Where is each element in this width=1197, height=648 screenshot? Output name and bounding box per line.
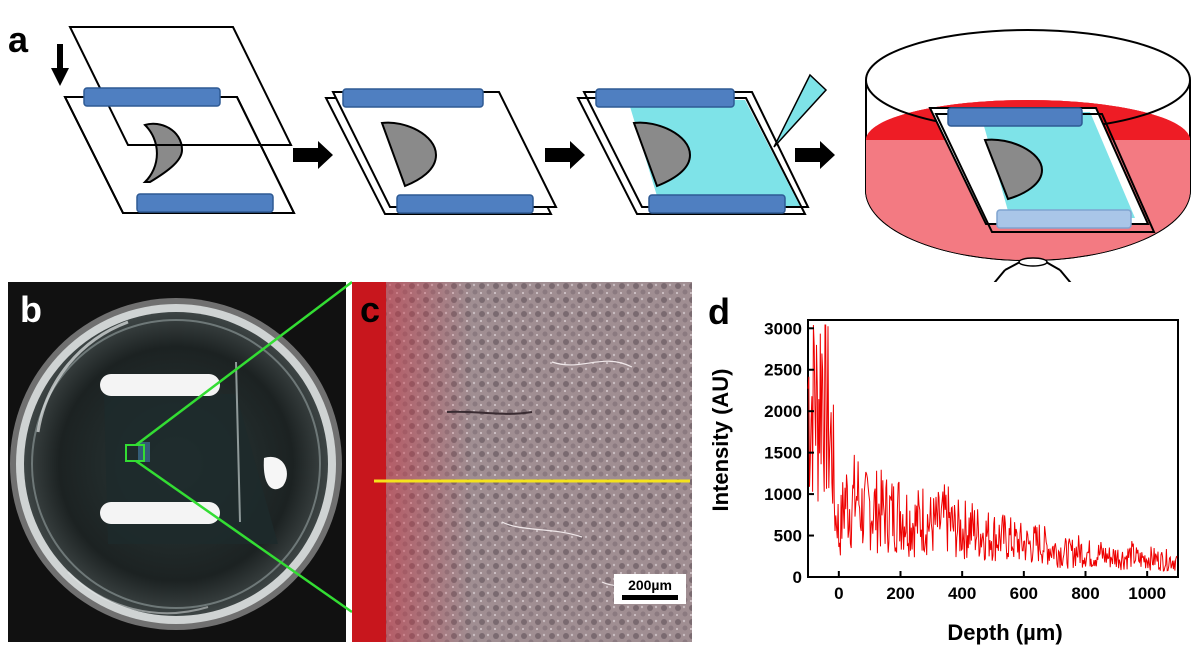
plot-frame	[807, 319, 1179, 578]
y-tick-label: 1500	[764, 444, 802, 463]
schematic-diagram	[51, 26, 1191, 282]
step-3-gel-filling	[576, 73, 828, 215]
scale-bar-label: 200µm	[628, 577, 672, 593]
x-axis-label: Depth (µm)	[947, 620, 1062, 645]
intensity-depth-chart: 0 500 1000 1500 2000 2500 3000 0 200 400 600 800 10…	[708, 319, 1179, 645]
step-2-sandwiched-slides	[324, 88, 558, 215]
y-tick-label: 3000	[764, 319, 802, 338]
y-tick-label: 2000	[764, 402, 802, 421]
panel-label-d: d	[708, 291, 730, 332]
step-4-dish-with-medium	[865, 29, 1191, 282]
right-arrow-icon	[795, 141, 835, 169]
series-line	[807, 324, 1178, 572]
x-axis: 0 200 400 600 800 1000	[834, 571, 1166, 603]
step-1-open-slides	[63, 26, 296, 214]
x-tick-label: 200	[886, 584, 914, 603]
panel-label-a: a	[8, 19, 29, 60]
pipette-tip-icon	[773, 73, 828, 148]
down-arrow-icon	[51, 44, 69, 86]
scale-bar	[622, 595, 678, 600]
y-axis: 0 500 1000 1500 2000 2500 3000	[764, 319, 814, 587]
x-tick-label: 600	[1010, 584, 1038, 603]
x-tick-label: 1000	[1128, 584, 1166, 603]
x-tick-label: 400	[948, 584, 976, 603]
y-tick-label: 1000	[764, 485, 802, 504]
x-tick-label: 800	[1071, 584, 1099, 603]
dish-photograph: b	[8, 282, 346, 642]
y-axis-label: Intensity (AU)	[708, 369, 733, 512]
slide-spacer-bottom	[100, 502, 220, 524]
zoom-region-box	[125, 444, 145, 462]
right-arrow-icon	[545, 141, 585, 169]
micrograph-image: 200µm c	[352, 282, 692, 642]
slide-spacer-top	[100, 374, 220, 396]
y-tick-label: 2500	[764, 361, 802, 380]
plot-area	[807, 319, 1179, 578]
right-arrow-icon	[293, 141, 333, 169]
panel-label-b: b	[20, 289, 42, 330]
objective-lens-icon	[993, 257, 1072, 282]
x-tick-label: 0	[834, 584, 843, 603]
panel-label-c: c	[360, 289, 380, 330]
y-tick-label: 500	[774, 527, 802, 546]
y-tick-label: 0	[793, 568, 802, 587]
